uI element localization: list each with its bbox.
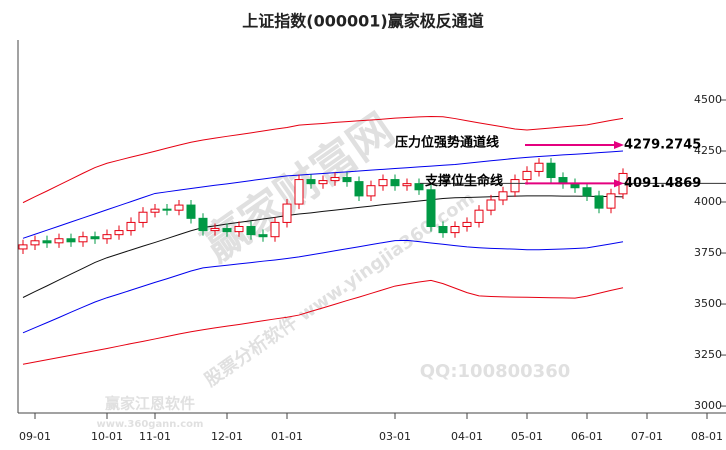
arrow-head: [614, 179, 624, 188]
candle-body: [378, 179, 388, 187]
annotation-value: 4279.2745: [624, 138, 701, 153]
candle-body: [306, 179, 316, 185]
candle-body: [534, 162, 544, 172]
watermark: 赢家江恩软件: [105, 395, 195, 413]
annotation-value: 4091.4869: [624, 176, 701, 191]
candle-body: [294, 179, 304, 205]
candle-body: [18, 244, 28, 250]
candle-body: [366, 185, 376, 197]
x-tick-label: 11-01: [139, 430, 171, 443]
candle-body: [102, 234, 112, 240]
candle-body: [270, 221, 280, 238]
candle-body: [174, 204, 184, 211]
candle-body: [582, 187, 592, 197]
y-tick-label: 4250: [694, 144, 722, 157]
chart-title: 上证指数(000001)赢家极反通道: [242, 12, 483, 31]
x-tick-label: 12-01: [211, 430, 243, 443]
candle-body: [210, 228, 220, 232]
annotation-label: 支撑位生命线: [424, 173, 503, 189]
candle-body: [198, 217, 208, 232]
x-tick-label: 09-01: [19, 430, 51, 443]
candle-body: [402, 183, 412, 187]
candle-body: [258, 234, 268, 238]
candle-body: [30, 240, 40, 246]
candle-body: [54, 238, 64, 244]
band-line: [22, 116, 624, 204]
candle-body: [546, 162, 556, 179]
candle-body: [222, 228, 232, 233]
x-tick-label: 08-01: [691, 430, 723, 443]
candle-body: [606, 193, 616, 209]
x-tick-label: 06-01: [571, 430, 603, 443]
candle-body: [234, 226, 244, 233]
watermark: QQ:100800360: [420, 361, 571, 382]
candle-body: [342, 177, 352, 183]
candle-body: [474, 209, 484, 223]
candle-body: [126, 221, 136, 232]
candle-body: [390, 179, 400, 187]
candle-body: [282, 203, 292, 223]
candle-body: [78, 236, 88, 243]
x-tick-label: 10-01: [91, 430, 123, 443]
candle-body: [414, 183, 424, 191]
band-line: [22, 150, 624, 239]
candle-body: [438, 226, 448, 234]
y-tick-label: 4500: [694, 93, 722, 106]
x-tick-label: 03-01: [379, 430, 411, 443]
candle-body: [114, 230, 124, 236]
candle-body: [66, 238, 76, 243]
candle-body: [150, 208, 160, 213]
candle-body: [246, 226, 256, 236]
candle-body: [498, 191, 508, 201]
y-tick-label: 4000: [694, 195, 722, 208]
annotation-label: 压力位强势通道线: [395, 135, 499, 151]
candle-body: [510, 179, 520, 193]
y-tick-label: 3500: [694, 297, 722, 310]
candle-body: [522, 170, 532, 181]
candle-body: [354, 181, 364, 197]
x-tick-label: 04-01: [451, 430, 483, 443]
watermark: www.360gann.com: [97, 419, 204, 430]
y-tick-label: 3000: [694, 399, 722, 412]
x-tick-label: 05-01: [511, 430, 543, 443]
x-tick-label: 07-01: [631, 430, 663, 443]
arrow-head: [614, 141, 624, 150]
candle-body: [450, 226, 460, 234]
candle-body: [318, 180, 328, 185]
candle-body: [42, 240, 52, 244]
y-tick-label: 3750: [694, 246, 722, 259]
band-line: [22, 279, 624, 365]
candle-body: [90, 236, 100, 240]
x-tick-label: 01-01: [271, 430, 303, 443]
candle-body: [186, 204, 196, 219]
candle-body: [330, 177, 340, 182]
candle-body: [462, 221, 472, 227]
candle-body: [594, 195, 604, 209]
candle-body: [138, 211, 148, 223]
candle-body: [162, 208, 172, 211]
y-tick-label: 3250: [694, 348, 722, 361]
candle-body: [426, 189, 436, 227]
band-line: [22, 239, 624, 334]
band-line: [22, 195, 624, 298]
candle-body: [486, 199, 496, 211]
